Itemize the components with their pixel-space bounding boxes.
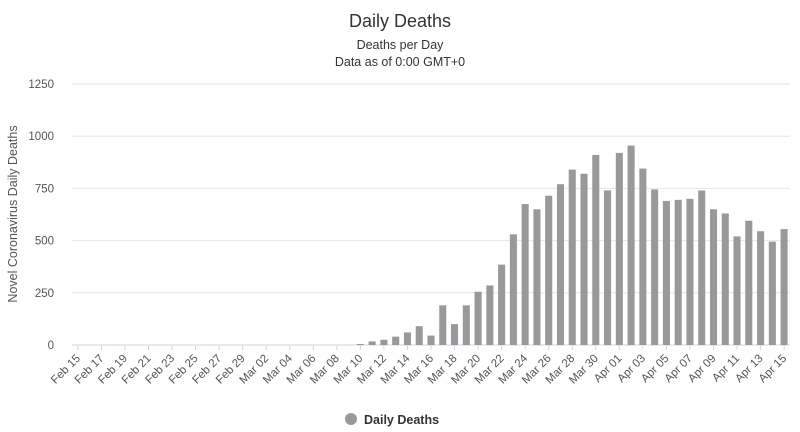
bar — [615, 152, 623, 345]
bar — [392, 336, 400, 345]
bar — [545, 195, 553, 345]
bar — [474, 291, 482, 345]
bar — [686, 198, 694, 345]
bar — [556, 184, 565, 345]
bar — [627, 145, 635, 345]
chart-subtitle: Data as of 0:00 GMT+0 — [335, 55, 465, 69]
bar — [651, 189, 659, 345]
chart-title: Daily Deaths — [349, 11, 451, 31]
bar — [757, 231, 765, 345]
y-tick-label: 0 — [48, 340, 54, 352]
bar — [568, 169, 576, 345]
bar — [698, 190, 706, 345]
bar — [356, 343, 364, 345]
bar — [639, 168, 647, 345]
bar — [662, 200, 670, 345]
bar — [745, 220, 753, 345]
bar — [533, 209, 541, 345]
y-tick-label: 1000 — [28, 131, 54, 143]
bar — [733, 236, 741, 345]
bar — [768, 241, 776, 345]
legend-label: Daily Deaths — [364, 413, 439, 427]
y-tick-label: 1250 — [28, 79, 54, 91]
bar — [462, 305, 470, 345]
bar — [509, 234, 517, 345]
y-axis-label: Novel Coronavirus Daily Deaths — [6, 125, 20, 302]
bar — [451, 324, 459, 345]
bar — [780, 229, 788, 345]
legend-swatch — [345, 413, 357, 425]
y-tick-label: 500 — [35, 236, 54, 248]
bar — [498, 264, 506, 345]
bar — [403, 332, 411, 345]
bar — [721, 213, 729, 345]
bar — [592, 154, 600, 345]
bar — [604, 190, 612, 345]
bar — [674, 199, 682, 345]
bar — [580, 173, 588, 345]
bar — [368, 341, 376, 345]
y-tick-label: 750 — [35, 183, 54, 195]
chart-subtitle: Deaths per Day — [357, 38, 445, 52]
bar — [380, 339, 388, 345]
y-tick-label: 250 — [35, 288, 54, 300]
bar — [439, 305, 447, 345]
bar — [486, 285, 494, 345]
bar — [427, 335, 435, 345]
bar — [521, 204, 529, 345]
bar — [709, 209, 718, 345]
bar — [415, 326, 423, 345]
